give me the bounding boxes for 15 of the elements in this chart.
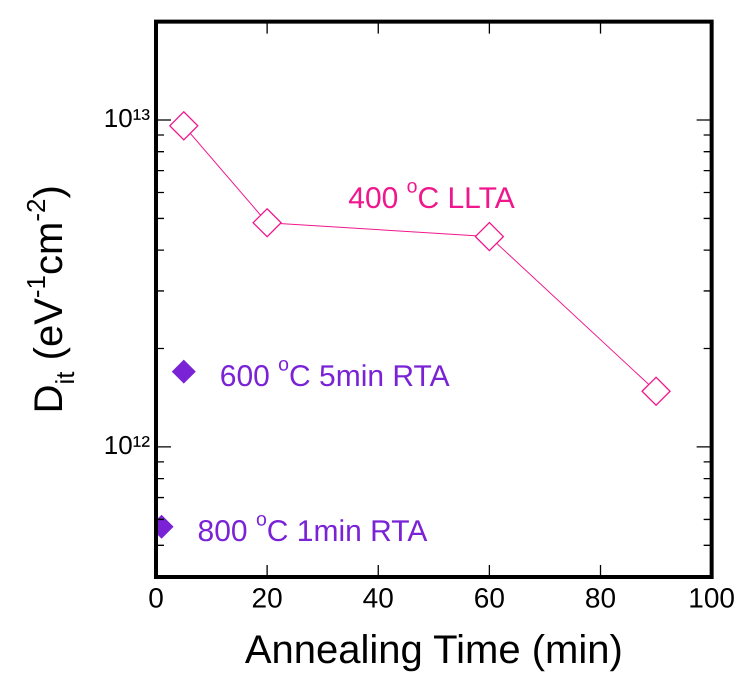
x-tick-label: 100 [688, 582, 735, 614]
point [641, 376, 671, 406]
x-tick-label: 0 [148, 582, 164, 614]
point [169, 111, 198, 140]
x-tick-label: 60 [474, 582, 505, 614]
y-tick-label: 10¹³ [104, 103, 150, 134]
point [252, 208, 282, 238]
x-tick-label: 80 [584, 582, 616, 614]
y-axis-title: Dit (eV-1cm-2) [21, 185, 80, 414]
point [474, 222, 504, 252]
x-tick-label: 40 [362, 582, 394, 614]
point [172, 360, 196, 384]
y-tick-label: 10¹² [104, 430, 150, 460]
x-tick-label: 20 [252, 582, 283, 614]
x-axis-title: Annealing Time (min) [244, 628, 623, 672]
